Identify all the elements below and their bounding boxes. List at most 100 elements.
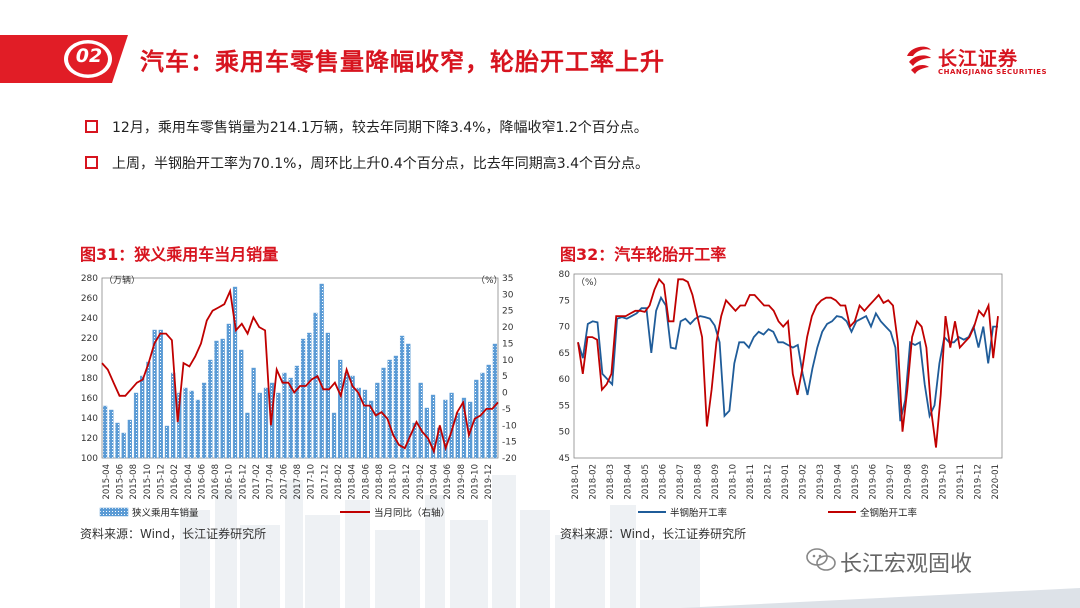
sales-bar (282, 372, 287, 459)
y2-tick-label: 0 (502, 389, 508, 399)
sales-bar (461, 397, 467, 459)
x-tick-label: 2018-08 (375, 464, 385, 500)
x-tick-label: 2019-01 (781, 464, 791, 500)
sales-bar (177, 392, 182, 459)
all-steel-line (577, 277, 999, 448)
x-tick-label: 2017-06 (279, 464, 289, 500)
x-tick-label: 2018-12 (764, 464, 774, 500)
sales-bar (140, 375, 145, 459)
x-tick-label: 2016-06 (197, 464, 207, 500)
sales-bar (102, 405, 108, 459)
sales-bar (263, 387, 269, 459)
y-tick-label: 280 (81, 274, 98, 284)
section-badge (0, 35, 128, 83)
sales-bar (313, 312, 318, 459)
chart-source: 资料来源：Wind，长江证券研究所 (560, 527, 747, 541)
chart-title: 图32：汽车轮胎开工率 (560, 245, 727, 264)
sales-bar (232, 286, 238, 459)
plot-frame (573, 273, 1003, 459)
wechat-icon (806, 548, 836, 571)
sales-bar (486, 364, 491, 459)
x-tick-label: 2018-06 (361, 464, 371, 500)
y2-tick-label: -10 (502, 421, 517, 431)
bullet-item: 上周，半钢胎开工率为70.1%，周环比上升0.4个百分点，比去年同期高3.4个百… (85, 153, 649, 173)
y2-tick-label: 35 (502, 274, 513, 284)
y2-tick-label: 20 (502, 323, 514, 333)
y2-tick-label: -20 (502, 454, 517, 464)
sales-bar (375, 382, 380, 459)
sales-bar (183, 387, 188, 459)
x-tick-label: 2019-08 (457, 464, 467, 500)
legend-swatch-bar (99, 507, 129, 517)
y-tick-label: 220 (81, 334, 98, 344)
x-tick-label: 2018-02 (334, 464, 344, 500)
sales-bar (109, 409, 114, 459)
y2-tick-label: 30 (502, 290, 514, 300)
x-tick-label: 2018-07 (676, 464, 686, 500)
x-tick-label: 2015-12 (156, 464, 166, 500)
x-tick-label: 2017-10 (307, 464, 317, 500)
x-tick-label: 2015-08 (129, 464, 139, 500)
sales-bar (133, 392, 139, 459)
sales-bar (257, 392, 262, 459)
x-tick-label: 2018-09 (711, 464, 721, 500)
y-tick-label: 240 (81, 314, 98, 324)
y2-axis-unit: （%） (476, 275, 503, 286)
x-tick-label: 2018-12 (402, 464, 412, 500)
y-tick-label: 75 (559, 296, 570, 306)
logo-text-cn: 长江证券 (938, 48, 1019, 70)
x-tick-label: 2019-08 (904, 464, 914, 500)
x-tick-label: 2018-05 (641, 464, 651, 500)
chart-source: 资料来源：Wind，长江证券研究所 (80, 527, 267, 541)
x-tick-label: 2016-04 (184, 464, 194, 500)
y-tick-label: 50 (559, 428, 571, 438)
y2-tick-label: 10 (502, 356, 514, 366)
sales-bar (152, 329, 157, 459)
y2-tick-label: -15 (502, 438, 517, 448)
x-tick-label: 2018-11 (746, 464, 756, 500)
sales-bar (455, 412, 460, 459)
legend-label: 当月同比（右轴） (374, 507, 450, 519)
y-axis-unit: （万辆） (104, 274, 140, 286)
section-number: 02 (75, 45, 103, 67)
sales-bar (331, 412, 337, 459)
x-tick-label: 2018-06 (659, 464, 669, 500)
x-tick-label: 2017-12 (320, 464, 330, 500)
sales-bar (307, 332, 312, 459)
y-tick-label: 180 (81, 374, 98, 384)
y-tick-label: 260 (81, 294, 98, 304)
sales-bar (430, 394, 436, 459)
x-tick-label: 2019-06 (443, 464, 453, 500)
x-tick-label: 2019-11 (956, 464, 966, 500)
changjiang-logo-icon (907, 46, 931, 74)
sales-bar (220, 338, 225, 459)
x-tick-label: 2019-12 (484, 464, 494, 500)
sales-bar (294, 365, 300, 459)
x-tick-label: 2015-10 (143, 464, 153, 500)
sales-bar (115, 422, 120, 459)
x-tick-label: 2019-05 (851, 464, 861, 500)
bullet-item: 12月，乘用车零售销量为214.1万辆，较去年同期下降3.4%，降幅收窄1.2个… (85, 117, 648, 137)
x-tick-label: 2016-02 (170, 464, 180, 500)
x-tick-label: 2018-08 (694, 464, 704, 500)
y2-tick-label: -5 (502, 405, 511, 415)
sales-bar (164, 425, 170, 459)
x-tick-label: 2018-01 (571, 464, 581, 500)
x-tick-label: 2019-02 (416, 464, 426, 500)
sales-bar (387, 359, 392, 459)
page-title: 汽车：乘用车零售量降幅收窄，轮胎开工率上升 (140, 48, 665, 76)
sales-bar (356, 387, 361, 459)
y2-tick-label: 15 (502, 339, 513, 349)
sales-bar (276, 392, 281, 459)
bullet-text: 12月，乘用车零售销量为214.1万辆，较去年同期下降3.4%，降幅收窄1.2个… (112, 120, 648, 136)
sales-bar (158, 329, 163, 459)
sales-bar (319, 283, 324, 459)
bullet-square-icon (85, 120, 98, 133)
y2-tick-label: 25 (502, 307, 513, 317)
y-tick-label: 55 (559, 401, 570, 411)
x-tick-label: 2017-02 (252, 464, 262, 500)
x-tick-label: 2020-01 (991, 464, 1001, 500)
sales-bar (195, 399, 201, 459)
sales-bar (443, 399, 448, 459)
x-tick-label: 2018-04 (348, 464, 358, 500)
